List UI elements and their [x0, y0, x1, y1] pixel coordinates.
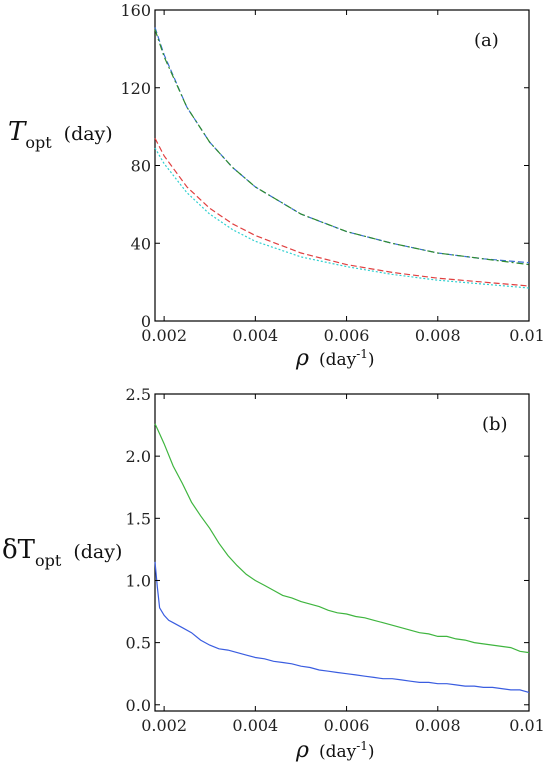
chart-a-xlabel-close: )	[368, 350, 375, 370]
chart-b-ytick-label: 1.5	[126, 509, 151, 528]
chart-b-ylabel-sub: opt	[35, 551, 62, 570]
chart-b-xtick-label: 0.002	[141, 716, 187, 735]
chart-a-xlabel-unit: (day	[319, 350, 357, 370]
chart-b-xlabel-var: ρ	[295, 738, 309, 763]
chart-b-ytick-label: 2.5	[126, 385, 151, 404]
chart-a-series-2-line	[154, 29, 530, 266]
chart-a-series-4-line	[154, 147, 530, 289]
chart-b-frame	[154, 393, 530, 712]
chart-b-ylabel-unit: (day)	[73, 541, 122, 563]
chart-b-ticks: 0.002 0.004 0.006 0.008 0.01 0.0 0.5 1.0 1.5 2.0 2…	[126, 385, 545, 735]
chart-b-ylabel-var: δT	[2, 535, 36, 565]
chart-b-xlabel-exp: -1	[356, 739, 368, 753]
chart-a-ylabel-unit: (day)	[64, 123, 113, 145]
chart-a-ylabel-var: T	[8, 117, 27, 147]
chart-b-xtick-label: 0.006	[324, 716, 370, 735]
chart-b-series-1-line	[154, 423, 530, 654]
chart-a-panel-label: (a)	[474, 30, 499, 51]
chart-b: 0.002 0.004 0.006 0.008 0.01 0.0 0.5 1.0 1.5 2.0 2…	[2, 385, 545, 763]
chart-a-ylabel: Topt (day)	[8, 117, 113, 152]
chart-a-ytick-label: 120	[120, 79, 151, 98]
chart-a-ylabel-sub: opt	[25, 133, 52, 152]
chart-a-xtick-label: 0.01	[509, 326, 545, 345]
chart-b-lines	[154, 423, 530, 693]
chart-a-xlabel-exp: -1	[356, 347, 368, 361]
chart-a-xtick-label: 0.006	[324, 326, 370, 345]
chart-a-frame	[154, 9, 530, 322]
chart-b-ytick-label: 2.0	[126, 447, 151, 466]
chart-b-xtick-label: 0.008	[415, 716, 461, 735]
chart-b-ytick-label: 1.0	[126, 571, 151, 590]
chart-a-ytick-label: 0	[141, 312, 151, 331]
chart-b-ylabel: δTopt (day)	[2, 535, 122, 570]
chart-a-xtick-label: 0.004	[232, 326, 278, 345]
chart-b-ytick-label: 0.0	[126, 696, 151, 715]
chart-b-ytick-label: 0.5	[126, 634, 151, 653]
chart-a-xtick-label: 0.008	[415, 326, 461, 345]
chart-a-xlabel: ρ (day-1)	[295, 346, 375, 371]
chart-a-ticks: 0.002 0.004 0.006 0.008 0.01 0 40 80 120 160	[120, 1, 544, 345]
chart-a-series-3-line	[154, 138, 530, 287]
chart-a-series-1-line	[154, 27, 530, 264]
chart-a-lines	[154, 27, 530, 289]
chart-b-xtick-label: 0.004	[232, 716, 278, 735]
chart-a-ytick-label: 160	[120, 1, 151, 20]
chart-a-xtick-label: 0.002	[141, 326, 187, 345]
chart-b-xtick-label: 0.01	[509, 716, 545, 735]
chart-a-ytick-label: 80	[131, 157, 151, 176]
chart-a-xlabel-var: ρ	[295, 346, 309, 371]
chart-b-panel-label: (b)	[482, 414, 508, 435]
chart-b-xlabel-unit: (day	[319, 742, 357, 762]
chart-a-ytick-label: 40	[131, 234, 151, 253]
chart-b-xlabel-close: )	[368, 742, 375, 762]
chart-b-series-2-line	[154, 561, 530, 693]
chart-b-xlabel: ρ (day-1)	[295, 738, 375, 763]
